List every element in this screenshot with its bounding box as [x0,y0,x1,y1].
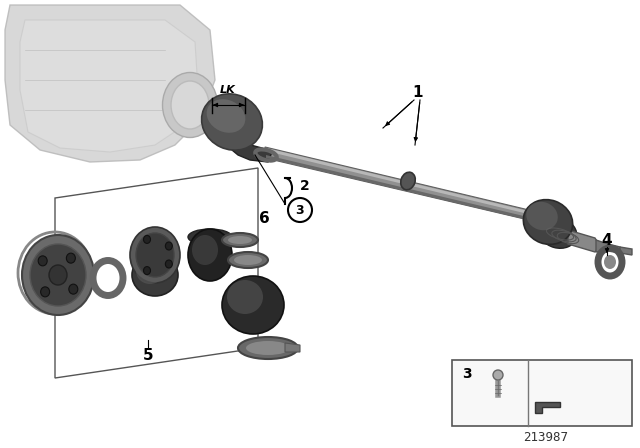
Text: LK: LK [220,85,236,95]
Text: 4: 4 [602,233,612,247]
Ellipse shape [524,200,573,244]
Polygon shape [5,5,215,162]
Polygon shape [596,240,610,252]
Polygon shape [608,244,620,253]
Ellipse shape [136,233,174,277]
Text: 5: 5 [143,348,154,362]
Ellipse shape [130,227,180,283]
Ellipse shape [526,202,558,230]
Polygon shape [285,343,300,352]
Ellipse shape [401,172,415,190]
Bar [452,360,632,426]
Ellipse shape [227,280,263,314]
Text: 1: 1 [413,85,423,99]
Ellipse shape [222,276,284,334]
Ellipse shape [493,370,503,380]
Circle shape [288,198,312,222]
Polygon shape [265,147,550,225]
Polygon shape [620,247,632,255]
Polygon shape [266,148,549,219]
Ellipse shape [192,235,218,265]
Polygon shape [568,230,600,252]
Text: 6: 6 [259,211,269,225]
Ellipse shape [163,73,218,138]
Ellipse shape [49,265,67,285]
Text: 213987: 213987 [524,431,568,444]
Ellipse shape [540,218,577,248]
Ellipse shape [69,284,78,294]
Ellipse shape [165,260,172,268]
Ellipse shape [22,235,94,315]
Polygon shape [535,402,560,413]
Ellipse shape [41,287,50,297]
Ellipse shape [67,253,76,263]
Ellipse shape [136,258,164,284]
Polygon shape [266,155,549,225]
Polygon shape [20,20,198,152]
Ellipse shape [38,256,47,266]
Ellipse shape [188,229,232,281]
Ellipse shape [228,236,252,244]
Ellipse shape [165,242,172,250]
Ellipse shape [234,255,262,265]
Ellipse shape [143,235,150,243]
Ellipse shape [188,229,232,245]
Ellipse shape [238,337,298,359]
Ellipse shape [30,244,86,306]
Ellipse shape [207,99,245,133]
Ellipse shape [228,252,268,268]
Ellipse shape [132,254,178,296]
Polygon shape [232,143,272,162]
Ellipse shape [143,267,150,275]
Text: 3: 3 [296,203,304,216]
Ellipse shape [171,81,209,129]
Ellipse shape [202,94,262,150]
Text: 3: 3 [462,367,472,381]
Ellipse shape [222,233,258,247]
Ellipse shape [246,341,290,355]
Text: 2: 2 [300,179,310,193]
Ellipse shape [604,255,616,269]
